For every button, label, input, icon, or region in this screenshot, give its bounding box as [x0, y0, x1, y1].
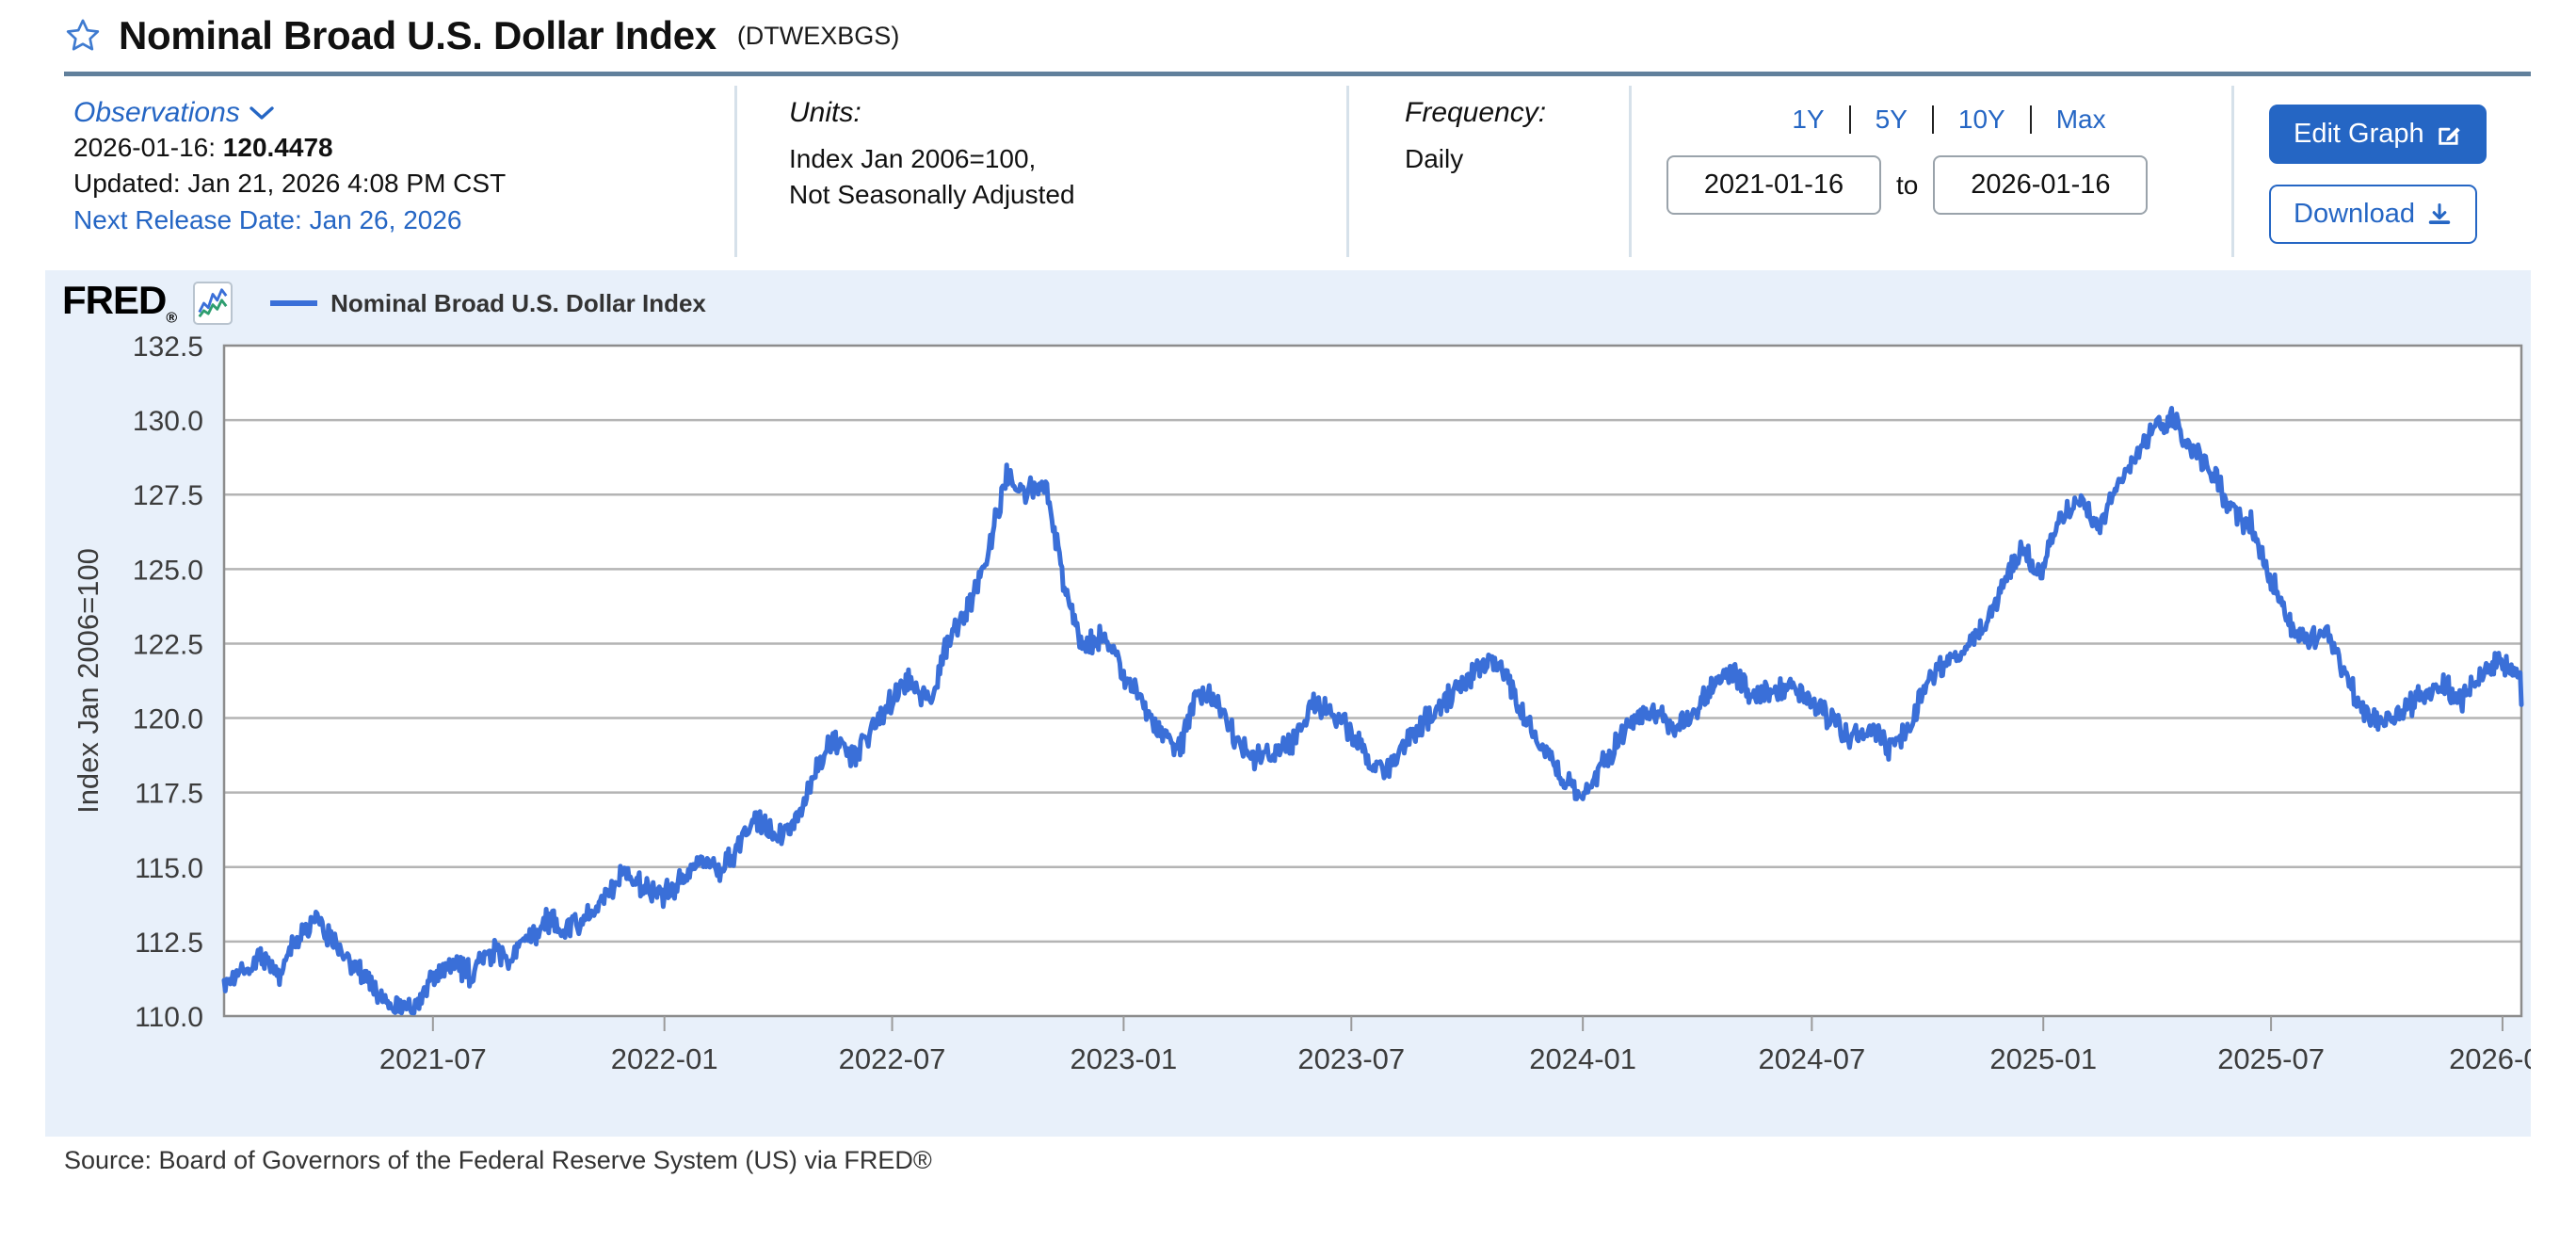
chart-legend: Nominal Broad U.S. Dollar Index — [270, 289, 706, 318]
chevron-down-icon — [250, 106, 274, 120]
range-divider — [1931, 105, 1934, 134]
date-range-inputs: 2021-01-16 to 2026-01-16 — [1666, 155, 2231, 215]
svg-text:2025-07: 2025-07 — [2217, 1042, 2325, 1075]
latest-observation-date: 2026-01-16: — [73, 132, 223, 162]
series-meta-bar: Observations 2026-01-16: 120.4478 Update… — [0, 76, 2576, 270]
pencil-square-icon — [2438, 126, 2460, 145]
graph-header: FRED® Nominal Broad U.S. Dollar Index — [45, 270, 2531, 331]
next-release-link[interactable]: Next Release Date: Jan 26, 2026 — [73, 204, 462, 234]
frequency-label: Frequency: — [1405, 97, 1547, 128]
latest-observation: 2026-01-16: 120.4478 — [73, 130, 734, 167]
legend-label: Nominal Broad U.S. Dollar Index — [330, 288, 706, 317]
fred-logo: FRED® — [62, 277, 177, 327]
svg-text:2022-01: 2022-01 — [611, 1042, 718, 1075]
line-chart-icon — [193, 282, 233, 325]
range-10y[interactable]: 10Y — [1957, 105, 2005, 134]
svg-text:125.0: 125.0 — [133, 555, 203, 586]
observations-label: Observations — [73, 97, 240, 128]
units-line-2: Not Seasonally Adjusted — [789, 180, 1075, 210]
end-date-input[interactable]: 2026-01-16 — [1933, 155, 2149, 215]
download-arrow-icon — [2428, 202, 2451, 224]
start-date-input[interactable]: 2021-01-16 — [1666, 155, 1881, 215]
svg-text:120.0: 120.0 — [133, 704, 203, 735]
svg-text:2023-01: 2023-01 — [1071, 1042, 1178, 1075]
range-divider — [1848, 105, 1851, 134]
edit-graph-button[interactable]: Edit Graph — [2269, 105, 2487, 164]
svg-text:2024-07: 2024-07 — [1758, 1042, 1865, 1075]
legend-color-swatch — [270, 300, 318, 306]
svg-text:2024-01: 2024-01 — [1529, 1042, 1636, 1075]
frequency-value: Daily — [1405, 143, 1464, 173]
favorite-star-icon[interactable] — [64, 17, 102, 55]
svg-text:2026-01: 2026-01 — [2449, 1042, 2531, 1075]
series-id: (DTWEXBGS) — [736, 21, 900, 50]
source-note: Source: Board of Governors of the Federa… — [64, 1146, 932, 1174]
download-button[interactable]: Download — [2269, 185, 2477, 244]
svg-text:Index Jan 2006=100: Index Jan 2006=100 — [72, 548, 105, 814]
frequency-column: Frequency: Daily — [1346, 76, 1629, 270]
observations-toggle[interactable]: Observations — [73, 97, 274, 130]
title-divider — [64, 72, 2531, 76]
observations-column: Observations 2026-01-16: 120.4478 Update… — [0, 76, 734, 270]
svg-text:127.5: 127.5 — [133, 480, 203, 511]
svg-text:2025-01: 2025-01 — [1989, 1042, 2097, 1075]
date-range-column: 1Y 5Y 10Y Max 2021-01-16 to 2026-01-16 — [1629, 76, 2231, 270]
svg-text:132.5: 132.5 — [133, 331, 203, 363]
svg-text:115.0: 115.0 — [135, 853, 203, 884]
units-column: Units: Index Jan 2006=100, Not Seasonall… — [734, 76, 1346, 270]
fred-registered-mark: ® — [166, 310, 177, 327]
svg-text:110.0: 110.0 — [135, 1002, 203, 1033]
edit-graph-label: Edit Graph — [2294, 119, 2424, 149]
line-chart: 110.0 112.5 115.0 117.5 120.0 122.5 125.0 127.5… — [72, 331, 2531, 1075]
svg-text:130.0: 130.0 — [133, 406, 203, 437]
svg-text:122.5: 122.5 — [133, 629, 203, 660]
units-line-1: Index Jan 2006=100, — [789, 143, 1037, 173]
fred-wordmark: FRED — [62, 277, 167, 322]
range-max[interactable]: Max — [2055, 105, 2106, 134]
graph-panel: FRED® Nominal Broad U.S. Dollar Index 11… — [45, 270, 2531, 1137]
range-divider — [2029, 105, 2032, 134]
units-label: Units: — [789, 97, 861, 128]
actions-column: Edit Graph Download — [2231, 76, 2531, 270]
download-label: Download — [2294, 199, 2415, 229]
range-5y[interactable]: 5Y — [1875, 105, 1908, 134]
updated-text: Updated: Jan 21, 2026 4:08 PM CST — [73, 169, 507, 199]
page-title-row: Nominal Broad U.S. Dollar Index (DTWEXBG… — [0, 0, 2576, 68]
page-title: Nominal Broad U.S. Dollar Index — [119, 13, 716, 57]
range-1y[interactable]: 1Y — [1792, 105, 1825, 134]
quick-range-group: 1Y 5Y 10Y Max — [1666, 105, 2231, 135]
svg-text:117.5: 117.5 — [135, 779, 203, 810]
range-to-label: to — [1896, 170, 1919, 200]
latest-observation-value: 120.4478 — [222, 132, 333, 162]
svg-text:112.5: 112.5 — [135, 928, 203, 959]
plot-area: 110.0 112.5 115.0 117.5 120.0 122.5 125.0 127.5… — [45, 331, 2531, 1103]
svg-text:2023-07: 2023-07 — [1297, 1042, 1405, 1075]
svg-text:2021-07: 2021-07 — [379, 1042, 487, 1075]
svg-text:2022-07: 2022-07 — [839, 1042, 946, 1075]
